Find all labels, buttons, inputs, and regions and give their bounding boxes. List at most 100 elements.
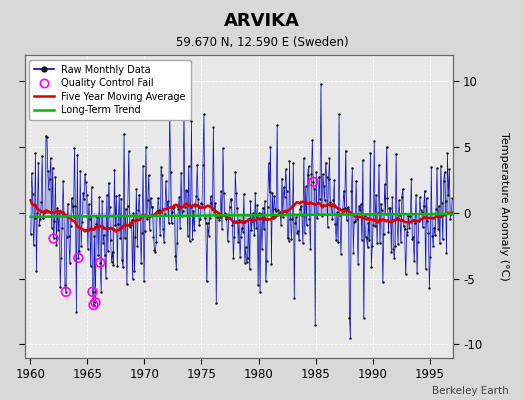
- Point: [249, 210, 257, 216]
- Point: [402, 232, 411, 238]
- Point: [337, 250, 345, 257]
- Point: [95, 194, 103, 200]
- Point: [139, 163, 147, 170]
- Point: [399, 186, 407, 192]
- Point: [228, 222, 237, 228]
- Point: [99, 240, 107, 246]
- Point: [42, 134, 51, 140]
- Point: [387, 249, 396, 255]
- Point: [420, 188, 429, 194]
- Point: [295, 237, 303, 243]
- Point: [373, 240, 381, 246]
- Point: [43, 168, 52, 174]
- Point: [181, 204, 189, 210]
- Point: [222, 216, 230, 223]
- Point: [57, 255, 66, 261]
- Point: [352, 178, 361, 184]
- Point: [358, 157, 367, 164]
- Point: [282, 188, 291, 195]
- Point: [429, 243, 438, 250]
- Point: [365, 236, 374, 243]
- Point: [403, 228, 412, 235]
- Point: [171, 252, 180, 259]
- Point: [168, 208, 177, 215]
- Point: [259, 204, 267, 211]
- Point: [34, 160, 42, 167]
- Point: [355, 203, 363, 210]
- Point: [354, 260, 362, 267]
- Point: [363, 244, 372, 250]
- Text: 59.670 N, 12.590 E (Sweden): 59.670 N, 12.590 E (Sweden): [176, 36, 348, 49]
- Point: [404, 213, 412, 220]
- Point: [315, 174, 323, 180]
- Point: [371, 223, 379, 229]
- Point: [107, 259, 116, 265]
- Point: [278, 175, 286, 182]
- Point: [63, 233, 71, 240]
- Point: [418, 208, 426, 215]
- Point: [115, 192, 123, 198]
- Legend: Raw Monthly Data, Quality Control Fail, Five Year Moving Average, Long-Term Tren: Raw Monthly Data, Quality Control Fail, …: [29, 60, 191, 120]
- Point: [160, 239, 168, 246]
- Point: [439, 236, 447, 243]
- Text: Berkeley Earth: Berkeley Earth: [432, 386, 508, 396]
- Point: [83, 192, 91, 198]
- Point: [75, 248, 83, 254]
- Point: [253, 202, 261, 208]
- Point: [133, 242, 141, 249]
- Point: [353, 216, 361, 222]
- Point: [416, 194, 424, 200]
- Point: [274, 207, 282, 214]
- Point: [368, 242, 376, 249]
- Point: [227, 196, 236, 203]
- Point: [84, 246, 92, 252]
- Point: [68, 195, 76, 202]
- Point: [411, 220, 419, 226]
- Point: [49, 235, 58, 242]
- Point: [27, 231, 35, 237]
- Point: [116, 235, 124, 242]
- Point: [221, 210, 229, 216]
- Point: [166, 111, 174, 118]
- Point: [298, 212, 306, 218]
- Point: [36, 216, 45, 223]
- Point: [145, 172, 153, 178]
- Point: [273, 122, 281, 128]
- Point: [408, 236, 417, 242]
- Point: [73, 152, 82, 158]
- Point: [285, 158, 293, 164]
- Point: [383, 195, 391, 201]
- Point: [77, 242, 85, 249]
- Point: [337, 210, 346, 216]
- Point: [51, 174, 60, 180]
- Point: [341, 205, 349, 212]
- Point: [393, 215, 401, 221]
- Point: [410, 258, 418, 264]
- Point: [321, 160, 330, 166]
- Point: [309, 179, 318, 185]
- Point: [179, 208, 187, 214]
- Point: [377, 200, 385, 207]
- Point: [191, 203, 200, 209]
- Point: [38, 153, 46, 160]
- Point: [48, 225, 56, 232]
- Point: [297, 202, 305, 209]
- Point: [396, 212, 404, 218]
- Point: [103, 192, 111, 198]
- Point: [218, 226, 226, 232]
- Point: [27, 170, 36, 177]
- Point: [347, 188, 355, 194]
- Point: [259, 226, 268, 232]
- Point: [198, 201, 206, 208]
- Point: [167, 220, 176, 226]
- Point: [194, 196, 202, 202]
- Point: [102, 274, 110, 281]
- Point: [386, 205, 395, 211]
- Point: [339, 206, 347, 212]
- Point: [291, 220, 299, 226]
- Point: [280, 194, 289, 200]
- Point: [346, 335, 355, 341]
- Point: [320, 183, 328, 189]
- Point: [177, 170, 185, 176]
- Point: [364, 220, 373, 226]
